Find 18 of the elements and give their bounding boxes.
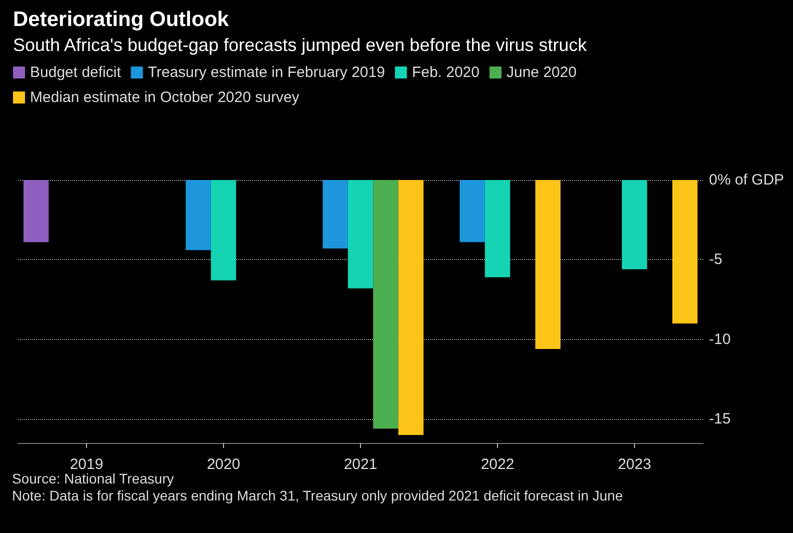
chart-title: Deteriorating Outlook [13, 8, 230, 31]
chart-subtitle: South Africa's budget-gap forecasts jumped even before the virus struck [13, 35, 588, 55]
y-tick-label: 0% of GDP [709, 172, 784, 188]
y-tick-label: -5 [709, 251, 722, 268]
x-tick-label: 2019 [70, 456, 104, 473]
x-tick-label: 2021 [344, 456, 378, 473]
x-tick-label: 2022 [480, 456, 514, 473]
y-tick-label: -10 [709, 330, 731, 348]
legend-label: Feb. 2020 [412, 64, 480, 81]
x-tick-label: 2023 [618, 456, 652, 473]
legend-label: Budget deficit [30, 64, 122, 81]
legend-label: June 2020 [506, 64, 577, 81]
text: Note: Data is for fiscal years ending March 31, Treasury only provided 2021 deficit forecast in June [12, 488, 624, 504]
x-tick-label: 2020 [206, 456, 240, 473]
legend-label: Median estimate in October 2020 survey [30, 89, 300, 106]
legend-label: Treasury estimate in February 2019 [148, 64, 385, 81]
y-tick-label: -15 [709, 410, 731, 428]
source-note: Source: National Treasury [12, 470, 174, 486]
